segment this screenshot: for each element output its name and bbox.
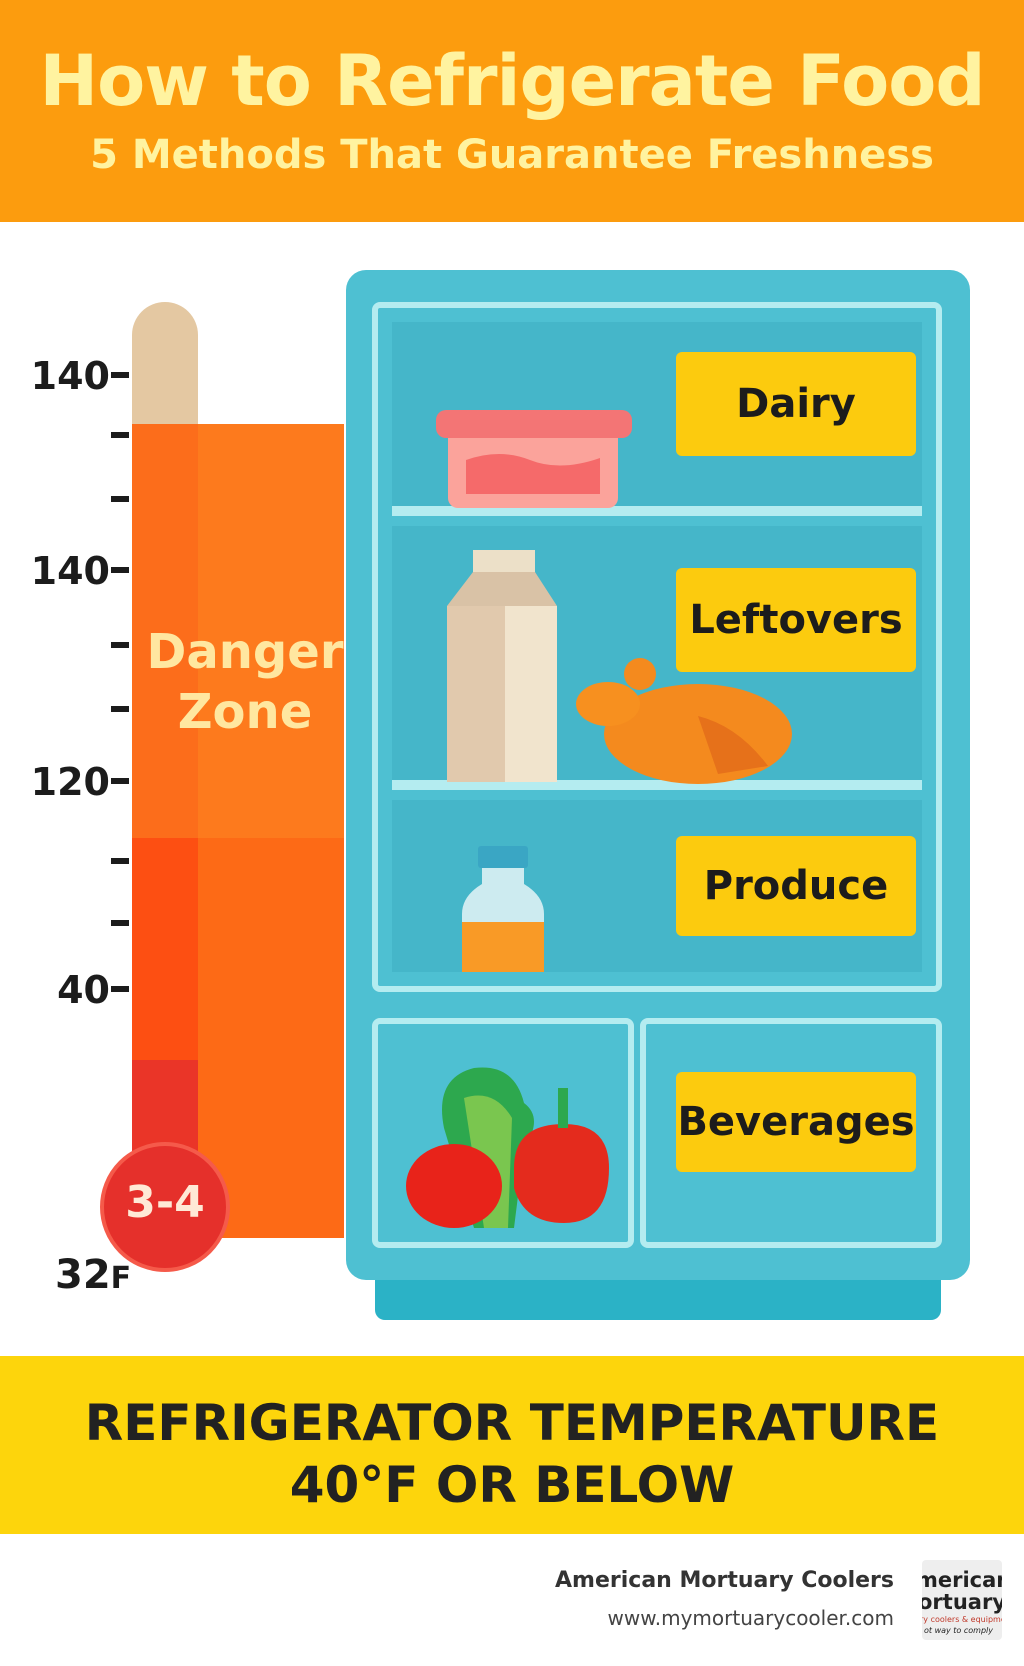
crisper-drawer-right (640, 1018, 942, 1248)
tick-major (111, 778, 129, 784)
banner-line1: REFRIGERATOR TEMPERATURE (84, 1394, 940, 1452)
tick-major (111, 986, 129, 992)
roast-chicken-icon (576, 658, 792, 784)
tick-minor (111, 496, 129, 502)
logo-text-line3: ry coolers & equipment (922, 1615, 1002, 1624)
food-container-icon (436, 410, 632, 508)
vegetables-icon (406, 1067, 609, 1228)
banner-line2: 40°F OR BELOW (289, 1456, 735, 1514)
tick-major (111, 372, 129, 378)
compartment-label-leftovers: Leftovers (676, 568, 916, 672)
bottom-temperature: 32F (55, 1252, 131, 1298)
danger-zone-label-line2: Zone (177, 684, 313, 740)
logo-text-line4: ot way to comply (924, 1626, 993, 1635)
danger-zone-band-upper (198, 424, 344, 838)
thermometer: 140 140 120 40 Danger Zone 3-4 32F (0, 222, 350, 1352)
tick-label: 140 (30, 354, 110, 398)
fridge-main-frame (372, 302, 942, 992)
tick-label: 140 (30, 549, 110, 593)
bottom-temperature-value: 32 (55, 1252, 111, 1298)
temperature-banner: REFRIGERATOR TEMPERATURE 40°F OR BELOW (0, 1356, 1024, 1534)
tick-minor (111, 920, 129, 926)
thermometer-tube-upper (132, 424, 198, 838)
brand-logo: merican ortuary ry coolers & equipment o… (922, 1560, 1002, 1640)
milk-carton-icon (447, 550, 557, 782)
header-banner: How to Refrigerate Food 5 Methods That G… (0, 0, 1024, 222)
compartment-label-beverages: Beverages (676, 1072, 916, 1172)
tick-label: 40 (57, 968, 110, 1012)
thermometer-tube-middle (132, 838, 198, 1060)
logo-text-line2: ortuary (922, 1590, 1002, 1614)
brand-url[interactable]: www.mymortuarycooler.com (607, 1606, 894, 1630)
page-subtitle: 5 Methods That Guarantee Freshness (90, 132, 934, 178)
bottom-temperature-unit: F (110, 1261, 132, 1296)
logo-text-line1: merican (922, 1568, 1002, 1592)
tick-major (111, 567, 129, 573)
tick-label: 120 (30, 760, 110, 804)
bottle-icon (462, 846, 544, 972)
compartment-label-dairy: Dairy (676, 352, 916, 456)
danger-zone-label-line1: Danger (146, 624, 344, 680)
thermometer-bulb (100, 1142, 230, 1272)
crisper-drawer-left (372, 1018, 634, 1248)
tick-minor (111, 642, 129, 648)
shelf (392, 506, 922, 516)
compartment-label-produce: Produce (676, 836, 916, 936)
tick-minor (111, 432, 129, 438)
shelf (392, 780, 922, 790)
tick-minor (111, 858, 129, 864)
brand-name: American Mortuary Coolers (555, 1568, 894, 1593)
bulb-label: 3-4 (125, 1177, 205, 1228)
page-title: How to Refrigerate Food (39, 40, 986, 122)
danger-zone-label: Danger Zone (140, 622, 350, 742)
tick-minor (111, 706, 129, 712)
